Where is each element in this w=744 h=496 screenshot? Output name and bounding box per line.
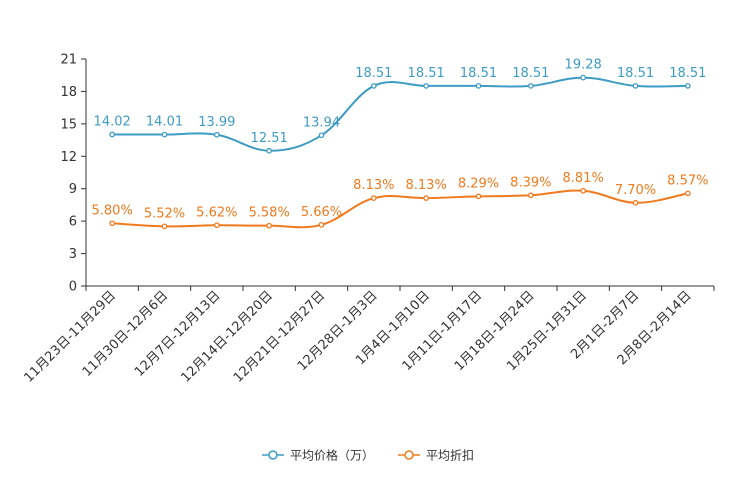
- data-point: [213, 131, 220, 138]
- data-point: [109, 220, 116, 227]
- y-tick-label: 9: [69, 182, 77, 197]
- data-label: 7.70%: [615, 183, 656, 198]
- data-label: 5.58%: [249, 206, 290, 221]
- x-axis-ticks: 11月23日-11月29日11月30日-12月6日12月7日-12月13日12月…: [22, 286, 715, 386]
- legend-marker: [268, 450, 278, 460]
- data-label: 18.51: [355, 66, 392, 81]
- data-point: [370, 83, 377, 89]
- y-axis-ticks: 0 3 6 9 12 15 18 21: [60, 53, 86, 295]
- axes: [85, 59, 714, 287]
- data-label: 8.13%: [353, 178, 394, 193]
- data-point: [370, 195, 377, 201]
- data-label: 18.51: [460, 66, 497, 81]
- data-label: 18.51: [669, 66, 706, 81]
- y-tick-label: 6: [69, 215, 77, 230]
- data-label: 13.99: [198, 115, 235, 130]
- legend-label: 平均折扣: [426, 448, 474, 463]
- data-point: [475, 193, 482, 200]
- data-point: [527, 192, 534, 199]
- legend-marker: [404, 450, 414, 460]
- data-label: 13.94: [303, 115, 340, 130]
- data-label: 8.29%: [458, 176, 499, 191]
- y-tick-label: 18: [60, 85, 77, 100]
- legend-item[interactable]: 平均折扣: [398, 448, 474, 463]
- data-point: [161, 131, 168, 138]
- y-tick-label: 3: [69, 247, 77, 262]
- data-label: 19.28: [565, 58, 602, 73]
- data-label: 5.62%: [196, 205, 237, 220]
- data-point: [318, 221, 325, 228]
- data-point: [632, 199, 639, 206]
- legend-item[interactable]: 平均价格（万）: [262, 448, 374, 463]
- x-tick-label: 12月21日-12月27日: [231, 288, 328, 385]
- data-point: [318, 132, 325, 139]
- data-label: 8.39%: [510, 175, 551, 190]
- data-label: 8.13%: [406, 178, 447, 193]
- y-tick-label: 12: [60, 150, 77, 165]
- series-1: 14.02 14.01 13.99 12.51 13.94 18.51 18.51 18.51…: [94, 58, 706, 154]
- data-label: 5.80%: [92, 203, 133, 218]
- y-tick-label: 21: [60, 53, 77, 68]
- data-label: 14.02: [94, 114, 131, 129]
- x-tick-label: 12月14日-12月20日: [179, 288, 276, 385]
- data-point: [423, 83, 430, 89]
- data-label: 18.51: [617, 66, 654, 81]
- data-point: [213, 222, 220, 229]
- data-point: [109, 131, 116, 138]
- data-point: [684, 190, 691, 197]
- data-label: 12.51: [251, 131, 288, 146]
- data-label: 8.81%: [563, 171, 604, 186]
- data-point: [632, 83, 639, 89]
- data-label: 14.01: [146, 115, 183, 130]
- data-label: 18.51: [408, 66, 445, 81]
- data-label: 5.52%: [144, 206, 185, 221]
- data-point: [266, 147, 273, 154]
- series-line: [112, 189, 689, 229]
- legend[interactable]: 平均价格（万） 平均折扣: [262, 448, 474, 463]
- data-label: 5.66%: [301, 205, 342, 220]
- data-point: [423, 195, 430, 201]
- data-point: [580, 187, 587, 194]
- y-tick-label: 15: [60, 117, 77, 132]
- series: 14.02 14.01 13.99 12.51 13.94 18.51 18.51 18.51…: [92, 58, 708, 230]
- data-label: 8.57%: [667, 173, 708, 188]
- data-point: [580, 74, 587, 81]
- data-point: [684, 83, 691, 89]
- data-label: 18.51: [512, 66, 549, 81]
- legend-label: 平均价格（万）: [290, 448, 374, 463]
- data-point: [475, 83, 482, 89]
- x-tick-label: 11月23日-11月29日: [22, 288, 119, 385]
- data-point: [266, 222, 273, 229]
- series-2: 5.80% 5.52% 5.62% 5.58% 5.66% 8.13% 8.13% 8.29%…: [92, 171, 708, 230]
- y-tick-label: 0: [69, 280, 77, 295]
- data-point: [527, 83, 534, 89]
- data-point: [161, 223, 168, 230]
- series-line: [112, 76, 688, 152]
